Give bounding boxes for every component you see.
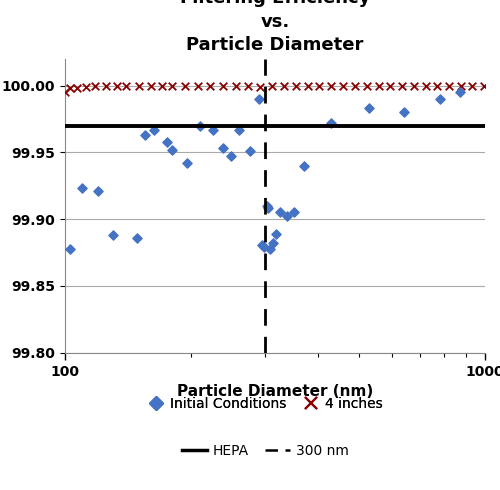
Point (327, 119, 335, 127)
Point (74, 84, 82, 92)
Point (209, 126, 217, 134)
Point (398, 82, 406, 90)
Point (246, 147, 254, 155)
Point (219, 145, 227, 152)
Point (181, 82, 189, 90)
Point (422, 82, 430, 90)
Title: Filtering Efficiency
vs.
Particle Diameter: Filtering Efficiency vs. Particle Diamet… (180, 0, 370, 54)
Point (183, 159, 191, 167)
Point (255, 95, 263, 103)
Point (292, 82, 300, 90)
X-axis label: Particle Diameter (nm): Particle Diameter (nm) (177, 384, 373, 399)
Point (290, 209, 298, 217)
Point (194, 82, 202, 90)
Point (262, 202, 270, 210)
Point (244, 82, 252, 90)
Point (410, 82, 418, 90)
Point (363, 82, 371, 90)
Point (219, 82, 227, 90)
Point (315, 82, 323, 90)
Point (236, 126, 244, 134)
Point (66, 84, 74, 92)
Point (150, 126, 158, 134)
Point (132, 234, 140, 242)
Point (268, 82, 276, 90)
Point (480, 82, 488, 90)
Point (327, 82, 335, 90)
Point (113, 82, 121, 90)
Point (258, 241, 266, 248)
Point (91, 82, 99, 90)
Point (82, 83, 90, 91)
Point (264, 204, 272, 212)
Point (468, 82, 476, 90)
Point (456, 88, 464, 96)
Point (400, 108, 407, 116)
Point (304, 82, 312, 90)
Legend: Initial Conditions, 4 inches: Initial Conditions, 4 inches (142, 392, 388, 417)
Point (146, 82, 154, 90)
Point (66, 245, 74, 252)
Point (141, 131, 149, 139)
Point (94, 187, 102, 195)
Point (445, 82, 453, 90)
Point (266, 245, 274, 252)
Point (365, 104, 373, 112)
Point (158, 82, 166, 90)
Point (386, 82, 394, 90)
Point (78, 185, 86, 193)
Point (268, 239, 276, 247)
Point (232, 82, 239, 90)
Point (276, 209, 284, 217)
Point (280, 82, 288, 90)
Point (260, 244, 268, 251)
Point (351, 82, 359, 90)
Point (272, 230, 280, 238)
Point (61, 88, 69, 96)
Point (122, 82, 130, 90)
Point (436, 95, 444, 103)
Point (456, 82, 464, 90)
Legend: HEPA, 300 nm: HEPA, 300 nm (176, 439, 354, 464)
Point (283, 213, 291, 220)
Point (196, 122, 204, 129)
Point (109, 231, 117, 239)
Point (300, 162, 308, 170)
Point (163, 138, 171, 146)
Point (168, 146, 176, 153)
Point (339, 82, 347, 90)
Point (256, 83, 264, 91)
Point (226, 152, 234, 160)
Point (206, 82, 214, 90)
Point (168, 82, 176, 90)
Point (434, 82, 442, 90)
Point (102, 82, 110, 90)
Point (374, 82, 382, 90)
Point (135, 82, 143, 90)
